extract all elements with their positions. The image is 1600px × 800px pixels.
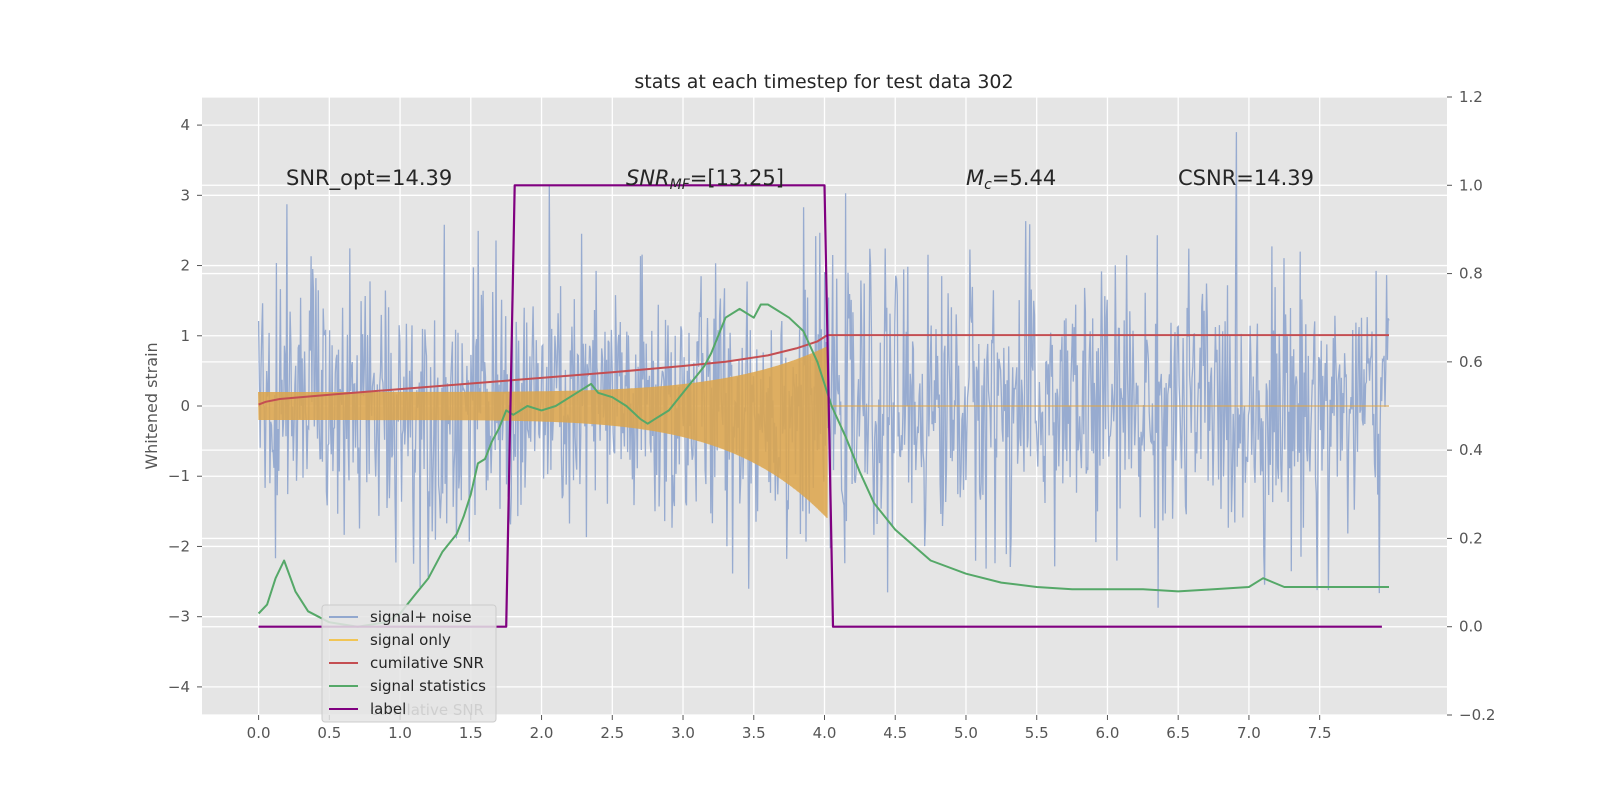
legend-hidden-text: cumilative SNR xyxy=(370,701,484,719)
y-tick-label: 2 xyxy=(180,257,190,275)
annotation-snr-mf: SNRMF=[13.25] xyxy=(626,166,784,193)
x-tick-label: 5.0 xyxy=(954,724,978,742)
y-axis-label: Whitened strain xyxy=(142,342,161,469)
x-tick-label: 1.0 xyxy=(388,724,412,742)
y-tick-label: 1 xyxy=(180,327,190,345)
legend-label: cumilative SNR xyxy=(370,654,484,672)
legend-label: label xyxy=(370,700,406,718)
x-tick-label: 7.0 xyxy=(1237,724,1261,742)
x-tick-label: 1.5 xyxy=(459,724,483,742)
annotation-mc-main: M xyxy=(966,166,984,190)
x-tick-label: 7.5 xyxy=(1308,724,1332,742)
legend-box xyxy=(321,604,497,723)
series-signal-statistics-line xyxy=(257,303,1389,628)
annotation-mc-value: =5.44 xyxy=(992,166,1056,190)
chart-title: stats at each timestep for test data 302 xyxy=(634,71,1013,93)
annotation-csnr: CSNR=14.39 xyxy=(1178,166,1314,190)
annotation-snr-mf-sub: MF xyxy=(670,177,691,193)
y-tick-label: −2 xyxy=(168,537,190,555)
y-tick-label: −1 xyxy=(168,467,190,485)
annotation-mc-sub: c xyxy=(984,177,992,193)
legend-label: signal statistics xyxy=(370,677,486,695)
x-tick-label: 3.0 xyxy=(671,724,695,742)
annotation-snr-mf-value: =[13.25] xyxy=(690,166,784,190)
y2-tick-label: 0.4 xyxy=(1459,441,1483,459)
y2-tick-label: 0.2 xyxy=(1459,529,1483,547)
y2-tick-label: 0.0 xyxy=(1459,618,1483,636)
annotations-layer: SNR_opt=14.39 SNRMF=[13.25] Mc=5.44 CSNR… xyxy=(286,166,1314,193)
series-signal-only-line xyxy=(258,346,1389,519)
x-tick-label: 4.0 xyxy=(813,724,837,742)
x-tick-label: 0.5 xyxy=(317,724,341,742)
x-tick-label: 0.0 xyxy=(247,724,271,742)
x-tick-label: 6.5 xyxy=(1166,724,1190,742)
series-cumulative-snr-line xyxy=(258,334,1389,406)
legend: cumilative SNR signal+ noise signal only c… xyxy=(321,604,497,723)
legend-label: signal only xyxy=(370,631,451,649)
y2-tick-label: 1.0 xyxy=(1459,176,1483,194)
axes-layer: 0.0 0.5 1.0 1.5 2.0 2.5 3.0 3.5 4.0 4.5 5.0 5.5 6.0 6… xyxy=(168,88,1496,742)
annotation-snr-mf-main: SNR xyxy=(626,166,670,190)
y2-tick-label: 1.2 xyxy=(1459,88,1483,106)
annotation-mc: Mc=5.44 xyxy=(966,166,1056,193)
y2-tick-label: 0.8 xyxy=(1459,265,1483,283)
y-tick-label: −4 xyxy=(168,678,190,696)
y-tick-label: 0 xyxy=(180,397,190,415)
x-tick-label: 3.5 xyxy=(742,724,766,742)
x-tick-label: 2.5 xyxy=(600,724,624,742)
y2-tick-label: −0.2 xyxy=(1459,706,1495,724)
y-tick-label: −3 xyxy=(168,608,190,626)
y-tick-label: 3 xyxy=(180,186,190,204)
x-tick-label: 6.0 xyxy=(1096,724,1120,742)
y-tick-label: 4 xyxy=(180,116,190,134)
x-tick-label: 2.0 xyxy=(530,724,554,742)
legend-label: signal+ noise xyxy=(370,608,472,626)
annotation-snr-opt: SNR_opt=14.39 xyxy=(286,166,452,191)
x-tick-label: 5.5 xyxy=(1025,724,1049,742)
y2-tick-label: 0.6 xyxy=(1459,353,1483,371)
legend-entries: signal+ noise signal only cumilative SNR si… xyxy=(329,608,486,718)
x-tick-label: 4.5 xyxy=(883,724,907,742)
